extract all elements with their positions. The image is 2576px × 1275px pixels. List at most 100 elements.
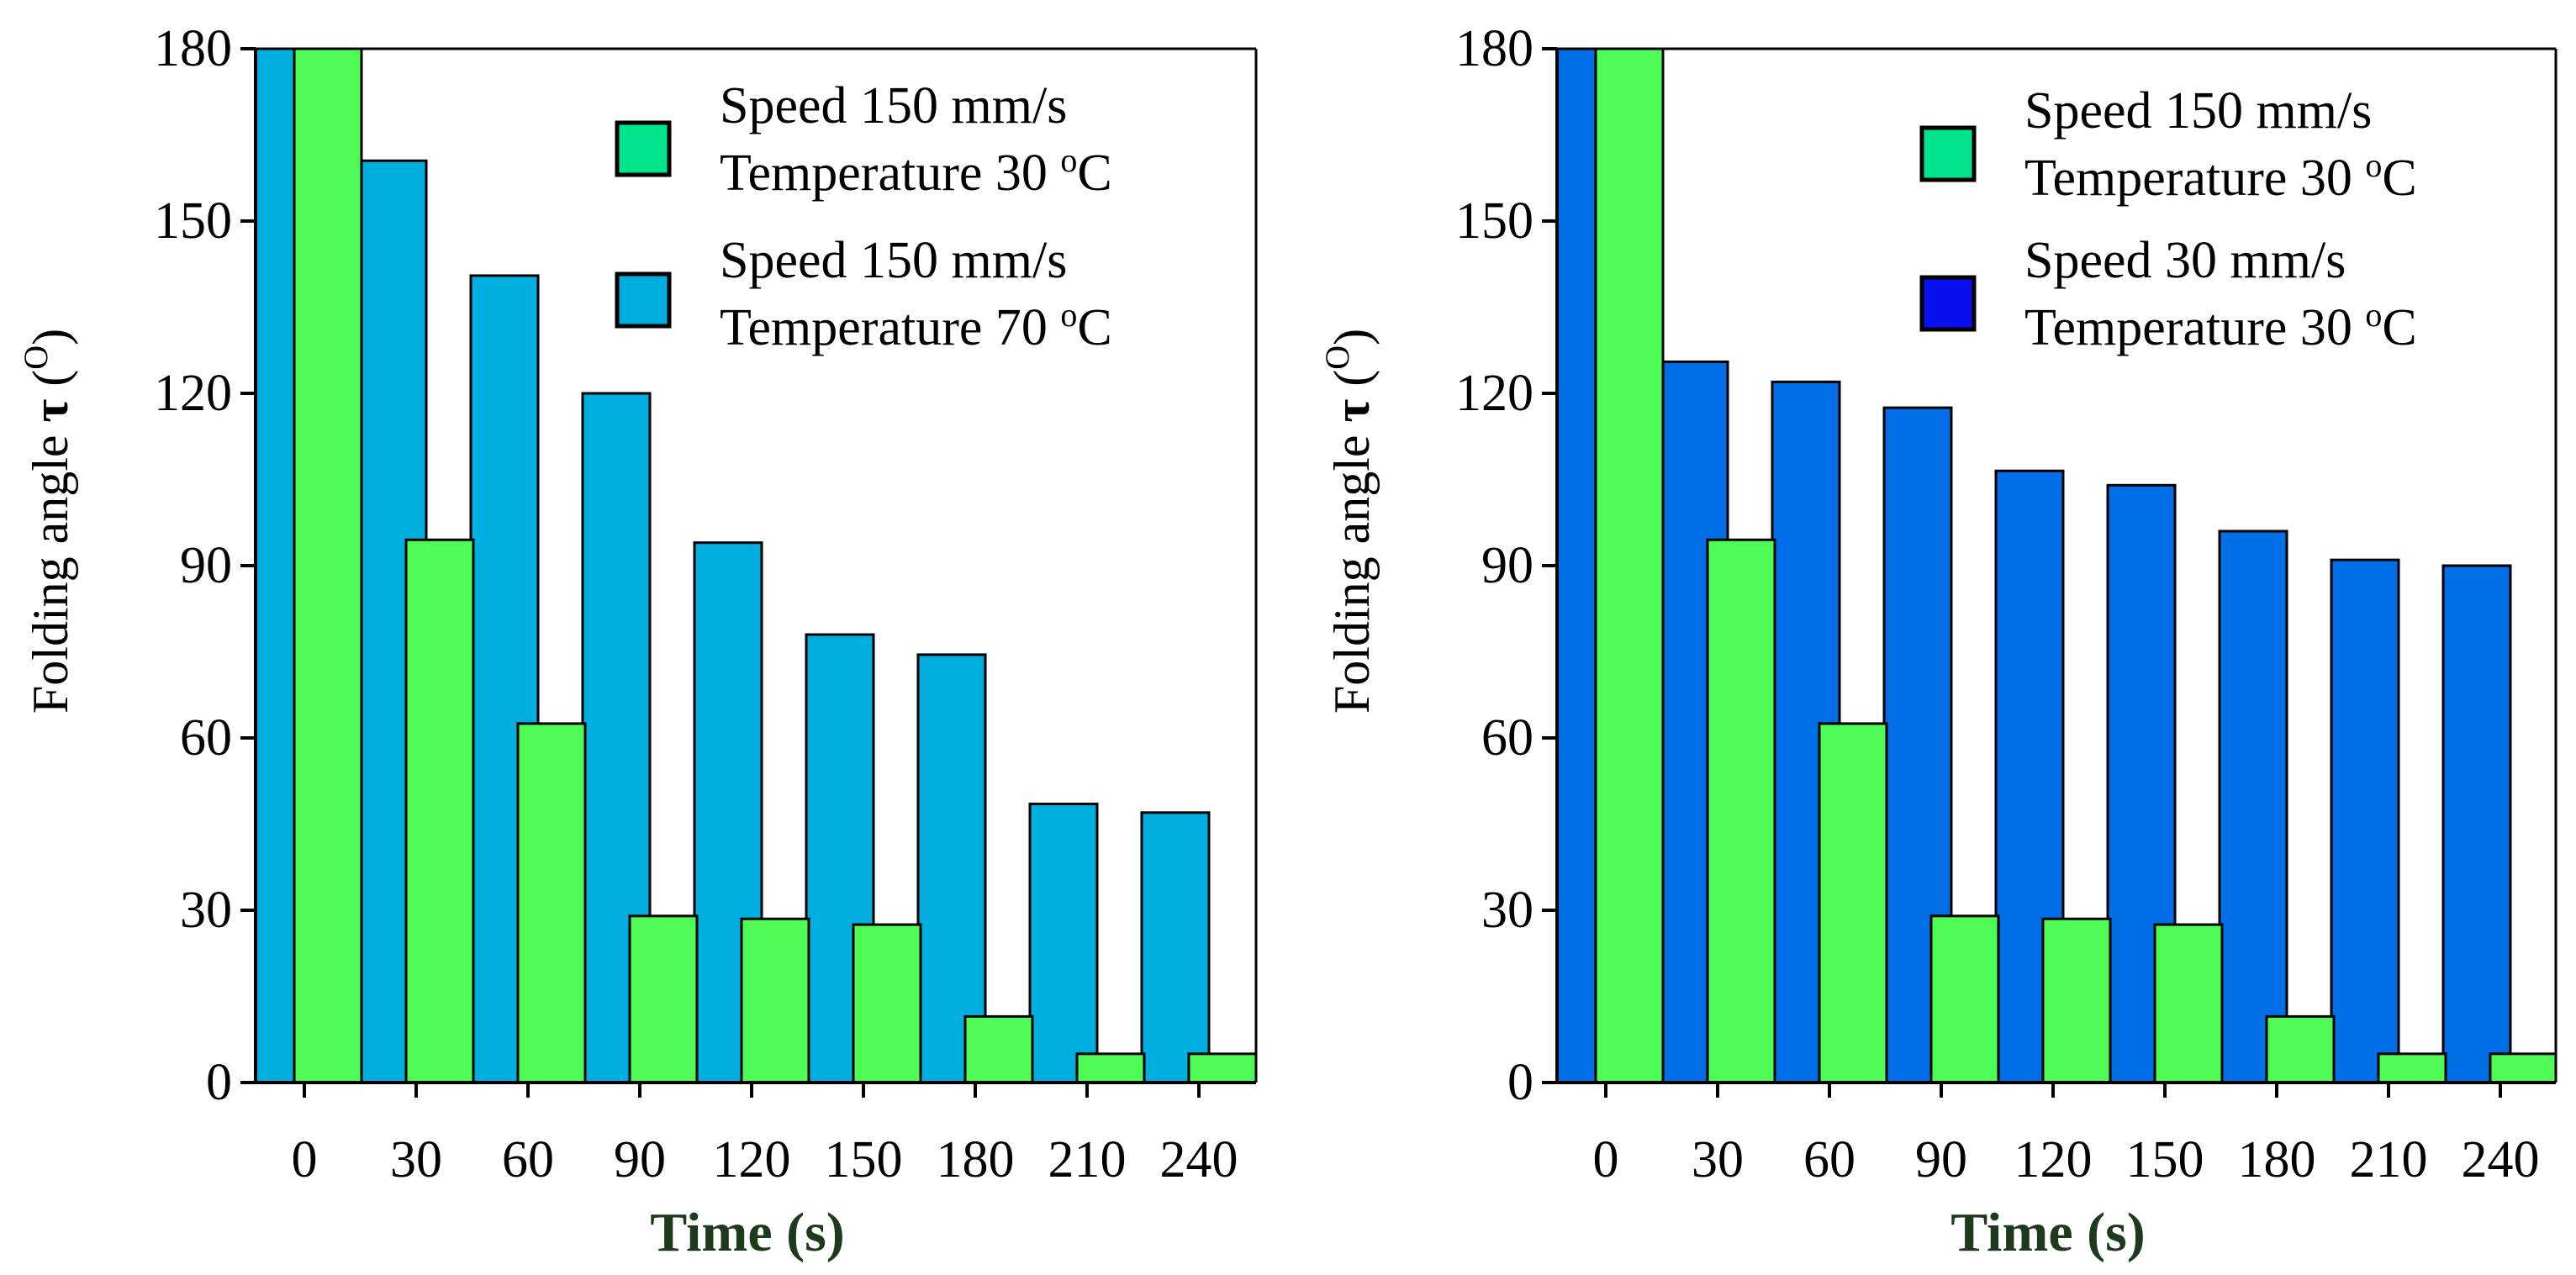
y-tick-label: 60 xyxy=(180,709,232,767)
x-tick-label: 90 xyxy=(1915,1131,1967,1188)
bar-series1-150 xyxy=(2153,923,2224,1083)
bar-series0-180 xyxy=(2218,529,2288,1083)
bar-series0-210 xyxy=(2330,558,2400,1083)
legend-unit: C xyxy=(2382,299,2416,356)
legend-swatch-1 xyxy=(615,120,672,177)
x-tick-label: 120 xyxy=(713,1131,791,1188)
x-tick-label: 0 xyxy=(1593,1131,1619,1188)
legend-label-line1: Speed 30 mm/s xyxy=(2024,232,2346,289)
bar-series0-180 xyxy=(916,653,987,1083)
bar-series1-0 xyxy=(293,49,363,1083)
bar-series0-90 xyxy=(1882,406,1953,1083)
bar-series1-120 xyxy=(2041,917,2112,1083)
bar-series1-180 xyxy=(963,1014,1034,1083)
y-axis-title-text: Folding angle xyxy=(23,422,78,714)
y-axis-title-symbol: τ xyxy=(1324,399,1380,423)
legend-degree: o xyxy=(1060,141,1077,179)
chart-left: 0 30 60 90 120 150 180 0 30 60 90 120 150 180 210 240 Ti… xyxy=(17,20,1258,1263)
x-tick-label: 210 xyxy=(1048,1131,1127,1188)
y-axis-title-unit-degree: O xyxy=(1318,345,1356,370)
x-tick-label: 150 xyxy=(825,1131,903,1188)
bar-series1-60 xyxy=(516,722,587,1083)
bars xyxy=(1557,49,2556,1083)
bar-series1-90 xyxy=(1929,914,2000,1083)
legend-label-line2-text: Temperature 70 xyxy=(720,299,1060,356)
bar-series1-210 xyxy=(1075,1052,1146,1083)
legend-label-line2-text: Temperature 30 xyxy=(720,145,1060,202)
legend-unit: C xyxy=(1077,145,1111,202)
bar-series0-210 xyxy=(1028,803,1099,1083)
y-tick-label: 120 xyxy=(154,365,232,422)
bar-series1-150 xyxy=(852,923,922,1083)
y-tick-label: 150 xyxy=(1455,192,1533,250)
y-axis-title: Folding angle τ (O) xyxy=(17,329,78,714)
legend-label-line1: Speed 150 mm/s xyxy=(720,232,1067,289)
y-tick-label: 180 xyxy=(1455,20,1533,77)
legend-degree: o xyxy=(1060,296,1077,334)
x-axis-title: Time (s) xyxy=(650,1202,845,1263)
legend-swatch-0 xyxy=(1919,275,1977,332)
bar-series0-240 xyxy=(1140,811,1211,1083)
y-tick-label: 180 xyxy=(154,20,232,77)
bar-series1-120 xyxy=(740,917,810,1083)
y-tick-label: 120 xyxy=(1455,365,1533,422)
bar-series1-240 xyxy=(1187,1052,1256,1083)
bars xyxy=(256,49,1256,1083)
y-axis-title-unit-open: ( xyxy=(23,370,78,399)
legend-label-line2-text: Temperature 30 xyxy=(2024,299,2365,356)
bar-series0-240 xyxy=(2441,564,2512,1083)
legend-degree: o xyxy=(2365,146,2382,184)
legend-label-line2: Temperature 70 oC xyxy=(720,296,1112,356)
y-axis-title-unit-close: ) xyxy=(23,329,78,345)
legend-label-line1: Speed 150 mm/s xyxy=(720,77,1067,134)
x-tick-label: 210 xyxy=(2350,1131,2428,1188)
y-axis-title-unit-close: ) xyxy=(1324,329,1380,345)
bar-series0-150 xyxy=(805,633,875,1083)
legend-swatch-1 xyxy=(1919,125,1977,182)
y-tick-label: 0 xyxy=(1507,1054,1533,1111)
y-tick-label: 90 xyxy=(180,537,232,594)
y-axis-title-text: Folding angle xyxy=(1324,422,1380,714)
y-axis-title: Folding angle τ (O) xyxy=(1318,329,1380,714)
bar-series1-210 xyxy=(2377,1052,2447,1083)
y-axis-title-unit-degree: O xyxy=(17,345,55,370)
x-tick-label: 240 xyxy=(1160,1131,1238,1188)
y-axis-title-symbol: τ xyxy=(23,399,78,423)
x-tick-label: 180 xyxy=(937,1131,1015,1188)
x-tick-label: 240 xyxy=(2462,1131,2540,1188)
chart-right: 0 30 60 90 120 150 180 0 30 60 90 120 150 180 210 240 Ti… xyxy=(1318,20,2558,1263)
y-axis-title-unit-open: ( xyxy=(1324,370,1380,399)
x-tick-label: 180 xyxy=(2238,1131,2316,1188)
legend-degree: o xyxy=(2365,296,2382,334)
legend-unit: C xyxy=(2382,150,2416,207)
legend-label-line2-text: Temperature 30 xyxy=(2024,150,2365,207)
legend-unit: C xyxy=(1077,299,1111,356)
legend-label-line1: Speed 150 mm/s xyxy=(2024,82,2372,140)
legend-label-line2: Temperature 30 oC xyxy=(2024,146,2417,207)
bar-series1-240 xyxy=(2489,1052,2556,1083)
bar-series1-0 xyxy=(1594,49,1665,1083)
y-tick-label: 60 xyxy=(1481,709,1533,767)
y-tick-label: 0 xyxy=(206,1054,232,1111)
legend-swatch-0 xyxy=(615,271,672,329)
x-tick-label: 60 xyxy=(502,1131,554,1188)
x-tick-label: 30 xyxy=(1692,1131,1744,1188)
x-tick-label: 120 xyxy=(2014,1131,2093,1188)
y-tick-label: 30 xyxy=(180,882,232,939)
bar-series1-180 xyxy=(2265,1014,2336,1083)
x-tick-label: 0 xyxy=(292,1131,318,1188)
x-tick-label: 150 xyxy=(2126,1131,2204,1188)
y-tick-label: 30 xyxy=(1481,882,1533,939)
bar-series1-60 xyxy=(1818,722,1888,1083)
legend-label-line2: Temperature 30 oC xyxy=(2024,296,2417,356)
bar-series1-30 xyxy=(404,538,475,1083)
x-tick-label: 90 xyxy=(614,1131,666,1188)
bar-series1-30 xyxy=(1706,538,1776,1083)
y-tick-label: 150 xyxy=(154,192,232,250)
legend-label-line2: Temperature 30 oC xyxy=(720,141,1112,202)
bar-series1-90 xyxy=(628,914,699,1083)
x-tick-label: 60 xyxy=(1803,1131,1855,1188)
